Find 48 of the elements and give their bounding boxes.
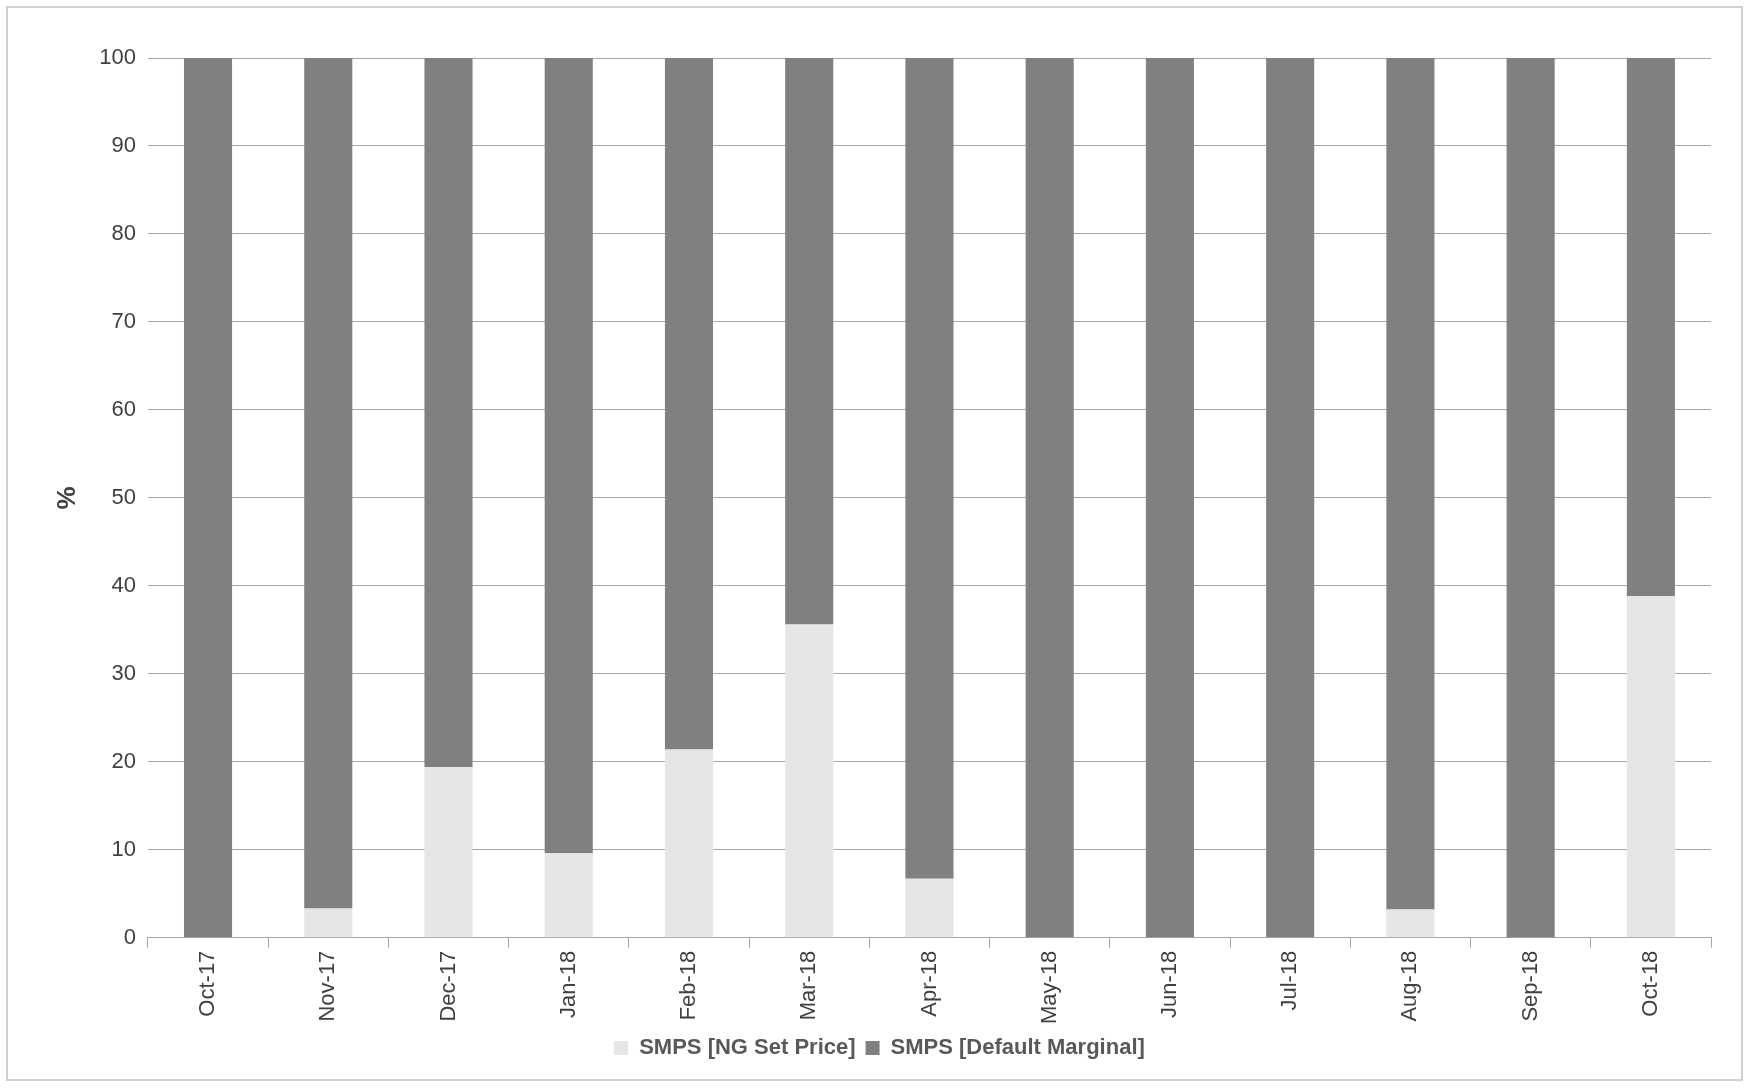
y-tick-label: 20 (111, 747, 136, 773)
x-tick-label: Oct-17 (194, 950, 220, 1017)
bar (664, 749, 714, 938)
bar (424, 766, 473, 938)
y-tick-label: 80 (111, 219, 136, 245)
bar (304, 908, 353, 938)
x-tick-label: Apr-18 (915, 950, 941, 1017)
bar (785, 624, 834, 938)
legend-label: SMPS [Default Marginal] (890, 1034, 1145, 1060)
bar (1386, 909, 1435, 938)
bar (664, 58, 714, 750)
y-tick-label: 90 (111, 132, 136, 158)
bar (785, 58, 834, 625)
bar (1145, 58, 1194, 938)
x-tick-label: Dec-17 (434, 950, 460, 1022)
bar (304, 58, 353, 909)
bar (1386, 58, 1435, 910)
x-tick-label: Mar-18 (795, 950, 821, 1021)
x-tick-label: Nov-17 (314, 950, 340, 1022)
legend-label: SMPS [NG Set Price] (639, 1034, 856, 1060)
bar (905, 878, 954, 938)
x-tick-label: Jun-18 (1155, 950, 1181, 1018)
x-tick-label: Jan-18 (554, 950, 580, 1018)
y-tick-label: 50 (111, 483, 136, 509)
bar (1266, 58, 1315, 938)
x-tick-label: May-18 (1035, 950, 1061, 1024)
x-tick-label: Oct-18 (1636, 950, 1662, 1017)
y-tick-label: 30 (111, 659, 136, 685)
bar (544, 853, 593, 938)
y-tick-label: 10 (111, 835, 136, 861)
y-tick-label: 100 (99, 44, 136, 70)
x-tick-label: Sep-18 (1516, 950, 1542, 1022)
bar (183, 58, 233, 938)
y-tick-label: 60 (111, 395, 136, 421)
x-tick-label: Jul-18 (1276, 950, 1302, 1011)
bar (544, 58, 593, 854)
y-tick-label: 70 (111, 307, 136, 333)
bar (1506, 58, 1555, 938)
bar (1025, 58, 1074, 938)
y-axis-title: % (50, 486, 81, 510)
bar (1626, 58, 1675, 597)
x-tick-label: Feb-18 (675, 950, 701, 1021)
bar (424, 58, 473, 767)
x-tick-label: Aug-18 (1396, 950, 1422, 1022)
y-tick-label: 0 (123, 923, 136, 949)
bar (905, 58, 954, 879)
bar (1626, 596, 1675, 938)
y-tick-label: 40 (111, 571, 136, 597)
